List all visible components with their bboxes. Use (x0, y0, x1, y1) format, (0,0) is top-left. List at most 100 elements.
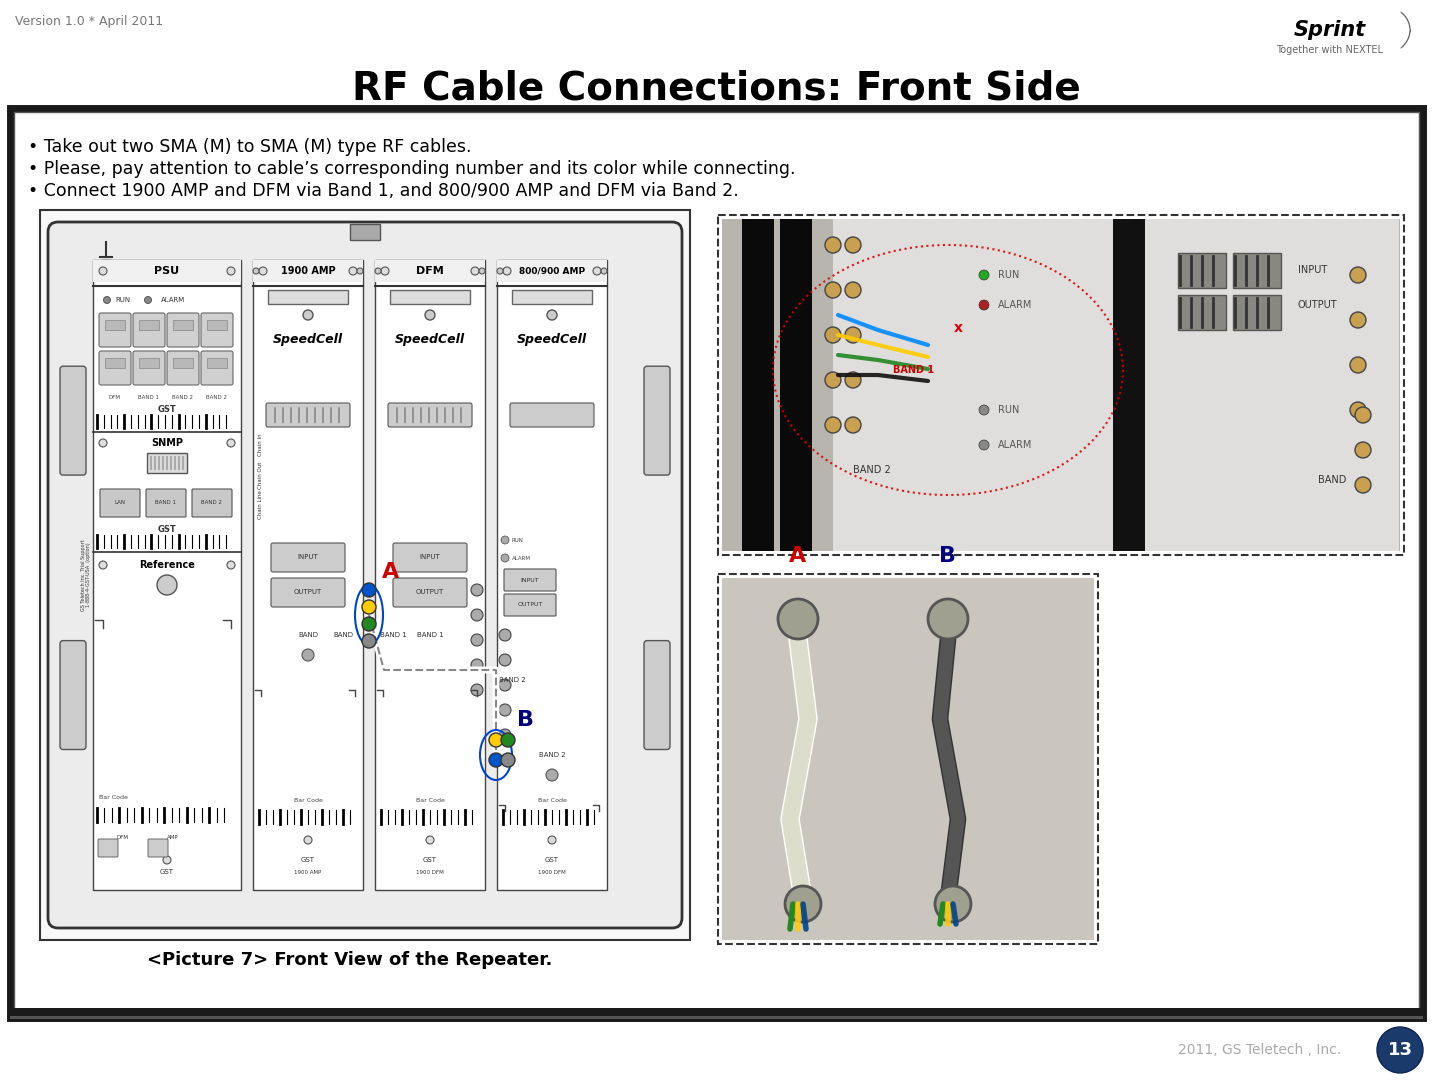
Text: BAND 1: BAND 1 (380, 631, 407, 638)
Circle shape (825, 237, 841, 253)
Text: B: B (517, 710, 535, 730)
Circle shape (103, 296, 110, 304)
Circle shape (226, 561, 235, 569)
Circle shape (363, 583, 375, 597)
FancyBboxPatch shape (99, 352, 130, 385)
Circle shape (350, 267, 357, 275)
Text: BAND: BAND (1318, 475, 1347, 485)
Circle shape (99, 561, 107, 569)
Text: 800/900 AMP: 800/900 AMP (519, 267, 585, 276)
Bar (718, 215, 1404, 556)
Bar (1232, 295, 1281, 330)
FancyBboxPatch shape (100, 489, 140, 516)
Text: GST: GST (301, 857, 315, 863)
Text: GST: GST (160, 869, 173, 875)
Bar (375, 260, 484, 890)
Text: RUN: RUN (997, 270, 1019, 280)
Text: INPUT: INPUT (298, 554, 318, 560)
Text: Together with NEXTEL: Together with NEXTEL (1277, 44, 1383, 55)
Circle shape (502, 554, 509, 562)
FancyBboxPatch shape (168, 352, 199, 385)
Text: Bar Code: Bar Code (294, 797, 322, 803)
Circle shape (499, 654, 512, 666)
Circle shape (845, 417, 861, 433)
FancyBboxPatch shape (393, 542, 467, 572)
Bar (148, 454, 186, 473)
Circle shape (471, 684, 483, 695)
Circle shape (825, 327, 841, 343)
Text: GST: GST (545, 857, 559, 863)
FancyBboxPatch shape (271, 578, 345, 607)
Circle shape (363, 617, 375, 631)
Bar (497, 260, 608, 282)
Text: B: B (940, 546, 956, 566)
Circle shape (845, 282, 861, 298)
Text: GST: GST (158, 525, 176, 535)
Bar (1232, 253, 1281, 288)
Text: Chain Line: Chain Line (258, 490, 264, 520)
Bar (780, 219, 813, 551)
Circle shape (357, 268, 363, 275)
FancyBboxPatch shape (201, 312, 234, 347)
FancyBboxPatch shape (192, 489, 232, 516)
Circle shape (426, 310, 436, 320)
Text: BAND 2: BAND 2 (172, 395, 193, 400)
Text: INPUT: INPUT (420, 554, 440, 560)
Text: BAND: BAND (298, 631, 318, 638)
Circle shape (1356, 407, 1371, 423)
Bar (105, 320, 125, 330)
Bar (40, 210, 691, 940)
FancyBboxPatch shape (201, 352, 234, 385)
Circle shape (547, 837, 556, 844)
Circle shape (99, 267, 107, 275)
Bar (139, 320, 159, 330)
Circle shape (1350, 357, 1366, 373)
FancyBboxPatch shape (99, 312, 130, 347)
FancyBboxPatch shape (47, 222, 682, 928)
Text: 13: 13 (1387, 1041, 1413, 1059)
Circle shape (226, 439, 235, 447)
Circle shape (471, 634, 483, 646)
Circle shape (1356, 477, 1371, 493)
Text: OUTPUT: OUTPUT (1298, 299, 1337, 310)
Text: RUN: RUN (997, 405, 1019, 414)
Circle shape (426, 837, 434, 844)
FancyBboxPatch shape (643, 367, 671, 475)
Circle shape (259, 267, 267, 275)
Circle shape (979, 405, 989, 414)
Circle shape (502, 536, 509, 544)
Circle shape (302, 649, 314, 661)
FancyBboxPatch shape (388, 403, 471, 427)
Text: SpeedCell: SpeedCell (272, 333, 342, 346)
Text: INPUT: INPUT (1298, 265, 1327, 275)
Bar (10, 108, 1423, 1018)
Text: BAND 2: BAND 2 (853, 465, 891, 475)
Circle shape (593, 267, 600, 275)
Bar (105, 358, 125, 368)
Bar (1178, 253, 1227, 288)
Circle shape (145, 296, 152, 304)
Text: Chain In: Chain In (258, 434, 264, 457)
Text: Sprint: Sprint (1294, 20, 1366, 40)
Circle shape (158, 575, 178, 595)
Text: 1900 AMP: 1900 AMP (294, 869, 321, 875)
Circle shape (499, 629, 512, 641)
Circle shape (363, 634, 375, 648)
Circle shape (825, 282, 841, 298)
Bar (1178, 295, 1227, 330)
FancyBboxPatch shape (643, 640, 671, 750)
Circle shape (375, 268, 381, 275)
Circle shape (825, 417, 841, 433)
Bar (10, 1008, 1423, 1016)
Text: ALARM: ALARM (512, 556, 532, 561)
FancyBboxPatch shape (267, 403, 350, 427)
Circle shape (489, 733, 503, 746)
Text: Version 1.0 * April 2011: Version 1.0 * April 2011 (14, 15, 163, 28)
Bar (254, 260, 363, 282)
Text: A: A (383, 562, 400, 582)
Text: RUN: RUN (116, 297, 130, 303)
Bar (206, 320, 226, 330)
Text: ALARM: ALARM (160, 297, 185, 303)
Text: PSU: PSU (155, 266, 179, 276)
Bar (268, 290, 348, 304)
